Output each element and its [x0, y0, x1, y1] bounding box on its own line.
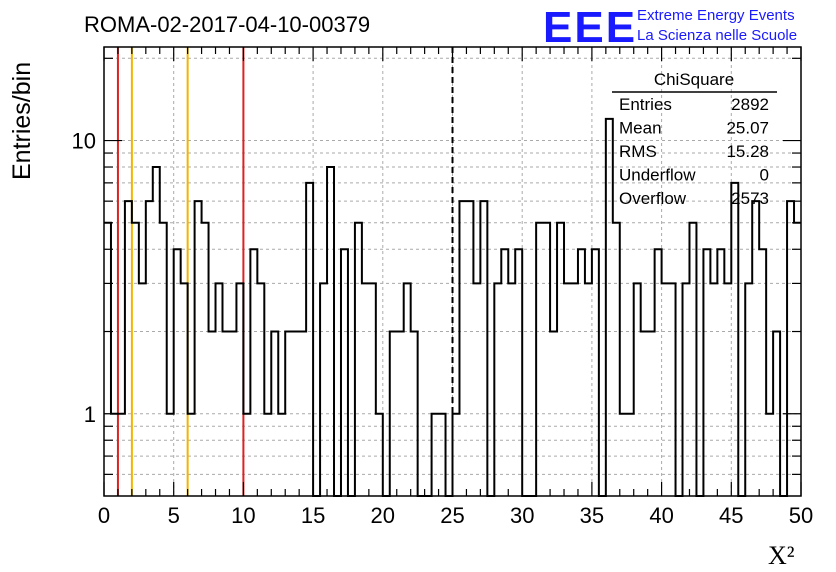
- histogram-bin: [717, 249, 724, 496]
- histogram-bin: [320, 283, 327, 496]
- histogram-bins: [104, 117, 801, 497]
- reference-lines: [116, 47, 454, 496]
- histogram-bin: [195, 201, 202, 496]
- histogram-bin: [703, 249, 710, 496]
- histogram-bin: [731, 183, 738, 496]
- x-tick-label: 0: [98, 503, 110, 528]
- histogram-bin: [585, 283, 592, 496]
- histogram-bin: [536, 223, 543, 496]
- histogram-bin: [578, 249, 585, 496]
- stats-title: ChiSquare: [654, 70, 734, 89]
- histogram-bin: [174, 249, 181, 496]
- histogram-bin: [181, 283, 188, 496]
- histogram-bin: [104, 223, 111, 496]
- y-tick-label: 10: [72, 129, 96, 154]
- histogram-bin: [146, 201, 153, 496]
- histogram-bin: [634, 283, 641, 496]
- histogram-bin: [557, 223, 564, 496]
- histogram-bin: [125, 201, 132, 496]
- x-tick-label: 25: [440, 503, 464, 528]
- histogram-bin: [662, 283, 669, 496]
- y-axis-label: Entries/bin: [8, 62, 36, 180]
- histogram-bin: [132, 223, 139, 496]
- histogram-bin: [466, 201, 473, 496]
- histogram-bin: [613, 223, 620, 496]
- x-tick-label: 30: [510, 503, 534, 528]
- tick-labels: 0 5 10 15 20 25 30 35 40 45 50 1 10: [72, 129, 814, 528]
- histogram-bin: [250, 249, 257, 496]
- histogram-bin: [306, 183, 313, 496]
- histogram-bin: [139, 283, 146, 496]
- histogram-bin: [710, 283, 717, 496]
- histogram-bin: [257, 283, 264, 496]
- histogram-bin: [459, 201, 466, 496]
- histogram-bin: [724, 283, 731, 496]
- histogram-bin: [787, 201, 794, 496]
- histogram-bin: [236, 283, 243, 496]
- x-axis-label: X²: [768, 541, 795, 570]
- histogram-bin: [543, 223, 550, 496]
- histogram-bin: [759, 249, 766, 496]
- y-tick-label: 1: [84, 402, 96, 427]
- stats-value: 0: [760, 166, 769, 185]
- logo-line1: Extreme Energy Events: [637, 7, 795, 24]
- x-tick-label: 40: [649, 503, 673, 528]
- histogram-bin: [794, 223, 801, 496]
- histogram-bin: [362, 283, 369, 496]
- stats-label: Entries: [619, 95, 672, 114]
- x-tick-label: 50: [789, 503, 813, 528]
- histogram-bin: [473, 283, 480, 496]
- histogram-bin: [508, 283, 515, 496]
- stats-label: Underflow: [619, 166, 696, 185]
- histogram-bin: [515, 249, 522, 496]
- x-tick-label: 5: [168, 503, 180, 528]
- histogram-bin: [689, 223, 696, 496]
- histogram-bin: [655, 249, 662, 496]
- logo-mark: EEE: [543, 3, 637, 52]
- histogram-bin: [160, 223, 167, 496]
- histogram-bin: [745, 283, 752, 496]
- x-tick-label: 15: [301, 503, 325, 528]
- histogram-bin: [202, 223, 209, 496]
- histogram-bin: [564, 283, 571, 496]
- x-tick-label: 35: [580, 503, 604, 528]
- stats-label: RMS: [619, 142, 657, 161]
- logo-line2: La Scienza nelle Scuole: [637, 27, 797, 44]
- histogram-bin: [606, 119, 613, 496]
- histogram-bin: [341, 249, 348, 496]
- histogram-bin: [355, 223, 362, 496]
- stats-box: ChiSquare Entries 2892 Mean 25.07 RMS 15.28 Un…: [612, 70, 777, 208]
- histogram-bin: [683, 283, 690, 496]
- stats-value: 25.07: [726, 119, 769, 138]
- x-tick-label: 45: [719, 503, 743, 528]
- eee-logo: EEE Extreme Energy Events La Scienza nel…: [543, 3, 797, 52]
- stats-value: 2573: [731, 189, 769, 208]
- histogram-bin: [404, 283, 411, 496]
- histogram-bin: [216, 283, 223, 496]
- histogram-bin: [669, 283, 676, 496]
- axes: [103, 46, 802, 497]
- x-tick-label: 20: [371, 503, 395, 528]
- stats-value: 15.28: [726, 142, 769, 161]
- stats-label: Mean: [619, 119, 662, 138]
- stats-label: Overflow: [619, 189, 687, 208]
- histogram-bin: [494, 283, 501, 496]
- histogram-bin: [571, 283, 578, 496]
- histogram-bin: [480, 201, 487, 496]
- stats-value: 2892: [731, 95, 769, 114]
- histogram-outline: [104, 117, 801, 497]
- histogram-bin: [369, 283, 376, 496]
- histogram-bin: [752, 201, 759, 496]
- x-tick-label: 10: [231, 503, 255, 528]
- histogram-bin: [592, 249, 599, 496]
- chart-title: ROMA-02-2017-04-10-00379: [84, 12, 370, 37]
- histogram-bin: [501, 249, 508, 496]
